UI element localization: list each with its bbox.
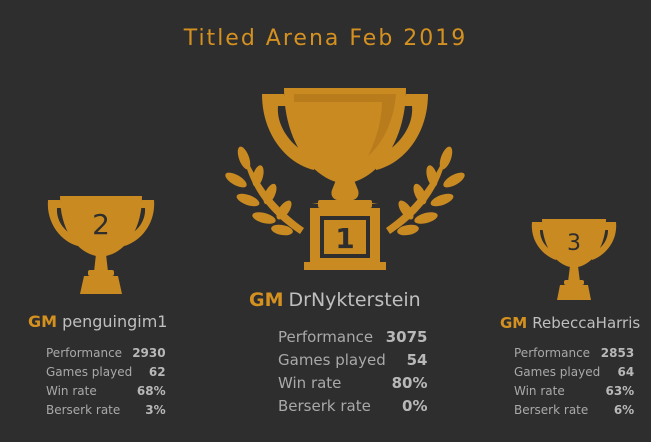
stat-row: Win rate 63%: [514, 381, 634, 400]
player-title-badge: GM: [249, 289, 284, 311]
stat-value: 80%: [391, 373, 428, 392]
third-place-player-link[interactable]: GM RebeccaHarris: [500, 314, 640, 332]
second-place-stats: Performance 2930 Games played 62 Win rat…: [46, 343, 166, 419]
first-place-rank: 1: [335, 222, 354, 255]
stat-row: Games played 54: [278, 348, 428, 371]
third-place-rank: 3: [567, 231, 581, 256]
stat-value: 64: [617, 364, 635, 379]
stat-row: Win rate 80%: [278, 371, 428, 394]
stat-value: 68%: [136, 383, 166, 398]
stat-label: Games played: [278, 350, 386, 369]
stat-label: Berserk rate: [46, 402, 121, 417]
first-place-player-link[interactable]: GM DrNykterstein: [249, 289, 421, 311]
stat-row: Performance 3075: [278, 325, 428, 348]
stat-row: Win rate 68%: [46, 381, 166, 400]
stat-value: 2930: [132, 345, 166, 360]
stat-label: Win rate: [278, 373, 342, 392]
first-place-trophy-icon: 1: [222, 84, 468, 276]
stat-label: Games played: [46, 364, 133, 379]
second-place-rank: 2: [92, 208, 110, 241]
tournament-title: Titled Arena Feb 2019: [183, 26, 468, 51]
stat-label: Games played: [514, 364, 601, 379]
stat-row: Performance 2853: [514, 343, 634, 362]
stat-label: Performance: [514, 345, 591, 360]
third-place-trophy-icon: 3: [526, 216, 622, 306]
stat-row: Games played 64: [514, 362, 634, 381]
stat-label: Win rate: [514, 383, 565, 398]
stat-value: 3%: [145, 402, 166, 417]
player-title-badge: GM: [500, 314, 528, 332]
stat-value: 0%: [402, 396, 428, 415]
stat-label: Berserk rate: [278, 396, 371, 415]
stat-row: Games played 62: [46, 362, 166, 381]
stat-label: Performance: [46, 345, 123, 360]
stat-value: 2853: [600, 345, 635, 360]
second-place-player-link[interactable]: GM penguingim1: [28, 312, 167, 331]
stat-value: 54: [406, 350, 428, 369]
first-place-stats: Performance 3075 Games played 54 Win rat…: [278, 325, 428, 417]
stat-value: 6%: [613, 402, 635, 417]
stat-row: Berserk rate 3%: [46, 400, 166, 419]
stat-label: Win rate: [46, 383, 97, 398]
stat-value: 62: [148, 364, 166, 379]
player-username: penguingim1: [62, 312, 168, 331]
stat-label: Berserk rate: [514, 402, 589, 417]
player-username: RebeccaHarris: [532, 314, 641, 332]
stat-value: 3075: [385, 327, 428, 346]
stat-row: Berserk rate 0%: [278, 394, 428, 417]
stat-value: 63%: [605, 383, 635, 398]
player-title-badge: GM: [28, 312, 58, 331]
stat-row: Berserk rate 6%: [514, 400, 634, 419]
second-place-trophy-icon: 2: [40, 192, 162, 298]
stat-row: Performance 2930: [46, 343, 166, 362]
third-place-stats: Performance 2853 Games played 64 Win rat…: [514, 343, 634, 419]
player-username: DrNykterstein: [288, 289, 421, 311]
stat-label: Performance: [278, 327, 374, 346]
